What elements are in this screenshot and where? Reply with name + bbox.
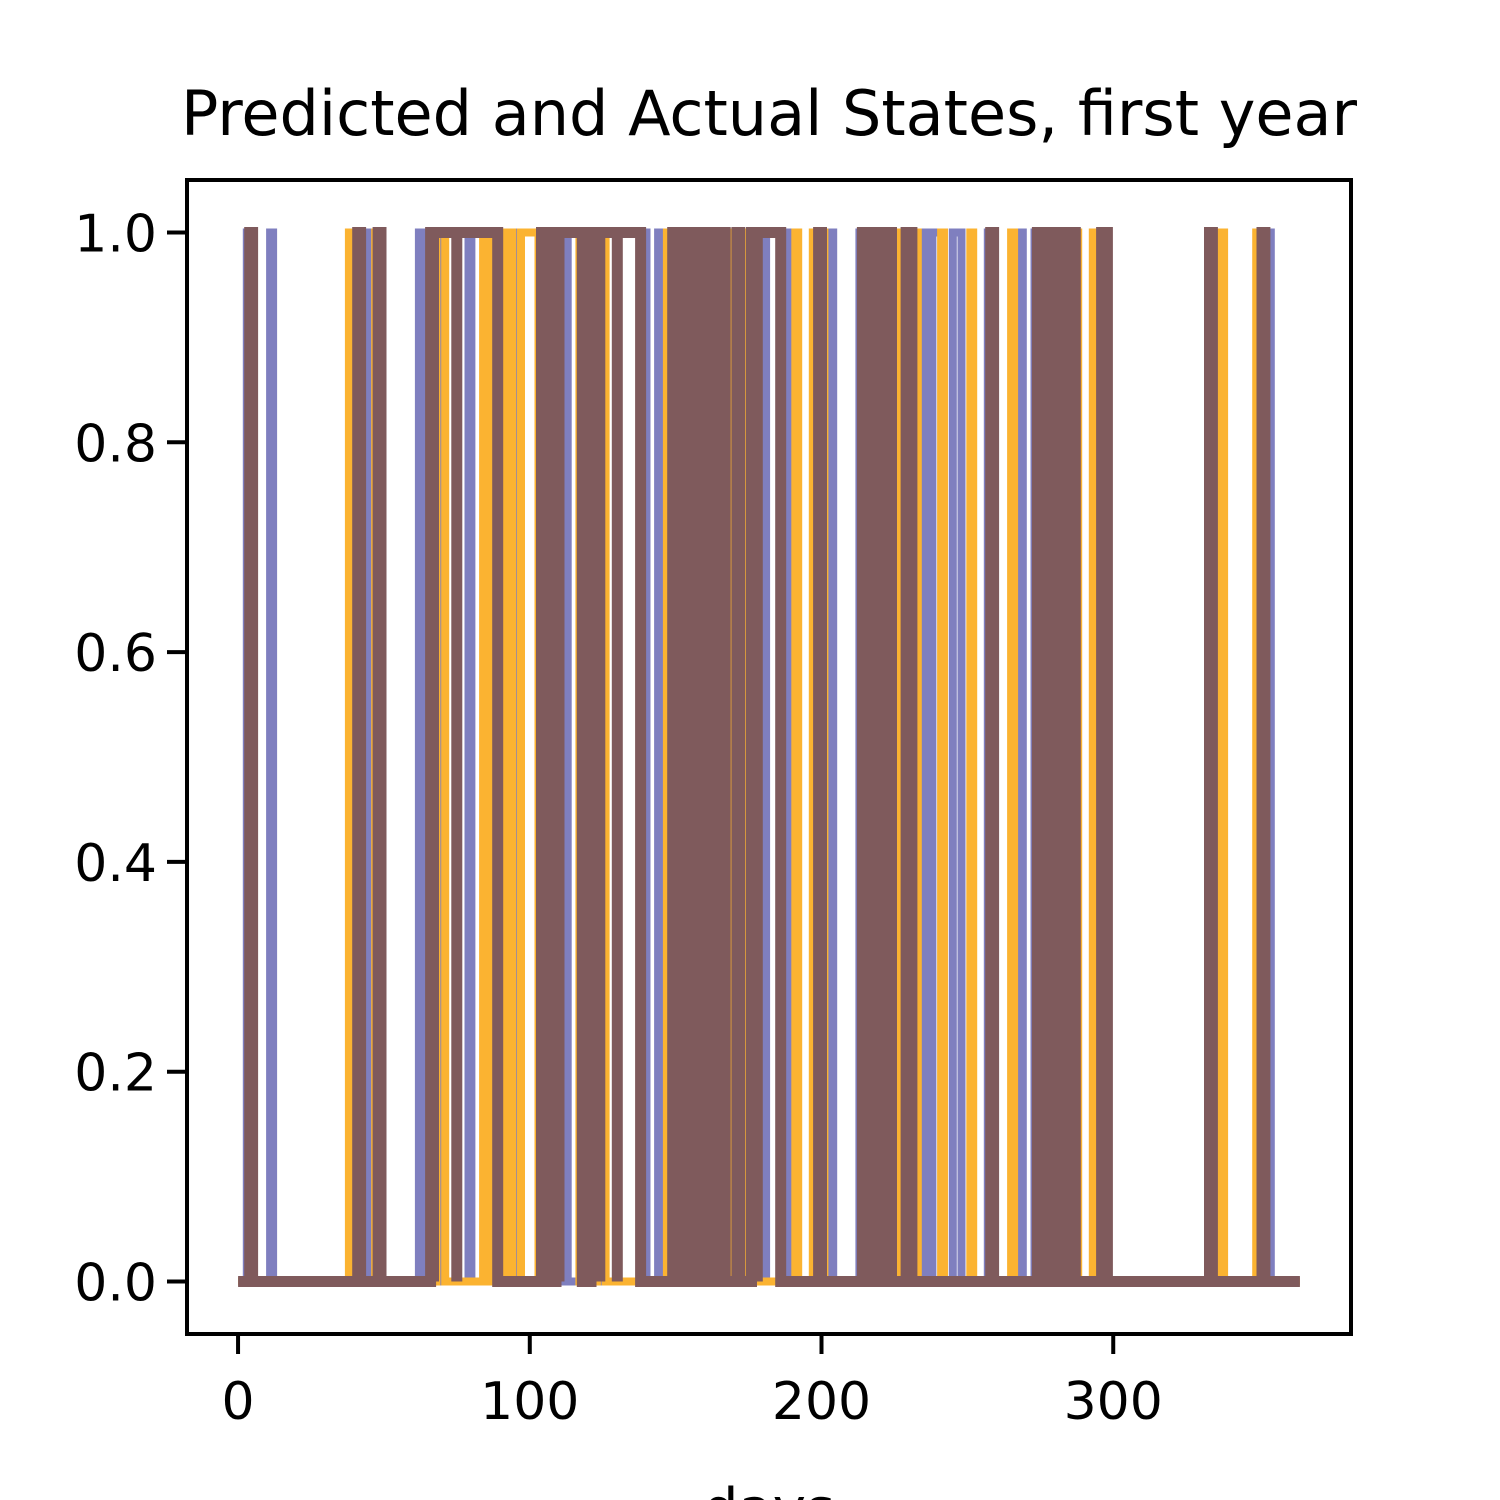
y-tick-label: 0.8 [74,414,157,474]
x-tick-label: 0 [222,1372,255,1432]
chart-title: Predicted and Actual States, first year [181,77,1358,150]
y-tick-label: 1.0 [74,204,157,264]
x-tick-label: 100 [480,1372,579,1432]
series-line-3 [238,227,1300,1287]
x-tick-label: 300 [1064,1372,1163,1432]
ticks-layer: 0 100 200 300 0.0 0.2 0.4 0.6 0.8 1.0 [74,204,1163,1432]
y-tick-label: 0.6 [74,624,157,684]
y-tick-label: 0.0 [74,1254,157,1314]
y-tick-label: 0.2 [74,1044,157,1104]
x-axis-label: days [703,1477,835,1500]
y-tick-label: 0.4 [74,834,157,894]
plot-frame [185,178,1353,1336]
series-line-1 [238,228,1300,1286]
x-tick-label: 200 [772,1372,871,1432]
series-layer [238,227,1300,1287]
